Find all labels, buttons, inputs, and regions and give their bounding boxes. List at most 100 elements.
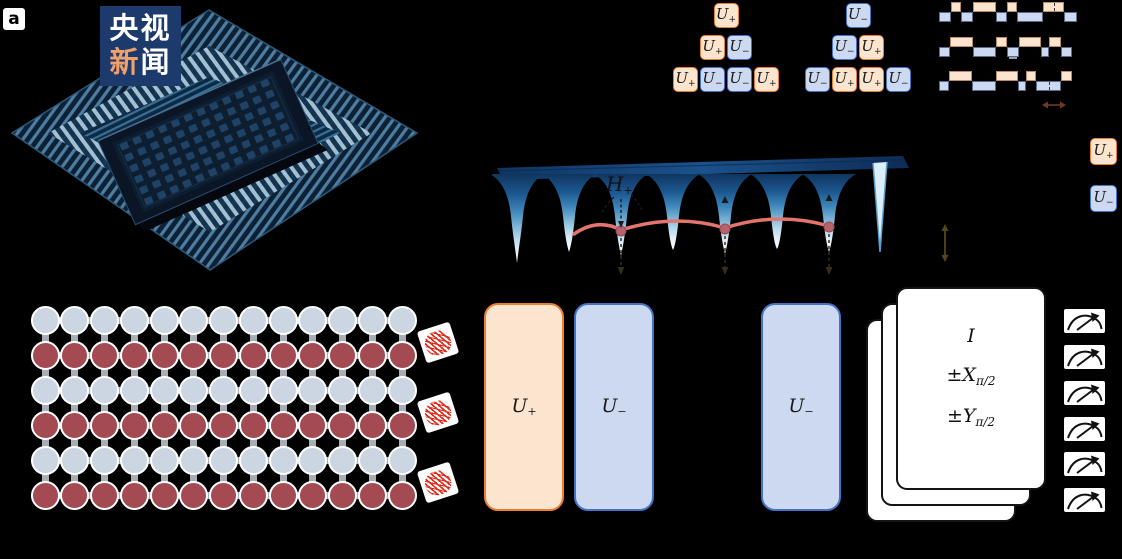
lattice-link-column: [190, 320, 198, 495]
pulse-segment-plus: [951, 2, 961, 12]
pulse-segment-minus: [1036, 81, 1061, 91]
pulse-segment-plus: [1061, 71, 1072, 81]
qubit-gray: [268, 375, 298, 405]
gate-block-u-minus: U−: [761, 303, 841, 511]
qubit-gray: [149, 375, 179, 405]
u-gate-symbol: U−: [847, 4, 869, 25]
lattice-link-column: [279, 320, 287, 495]
u-gate-symbol: U−: [729, 68, 750, 89]
u-gate-symbol: U−: [729, 36, 750, 57]
qubit-gray: [30, 375, 60, 405]
u-gate-symbol: U−: [888, 68, 909, 89]
qubit-red: [119, 480, 149, 510]
pulse-row: [939, 71, 1072, 91]
pulse-segment-plus: [1026, 71, 1036, 81]
qubit-red: [149, 340, 179, 370]
pulse-segment-plus: [1049, 37, 1061, 47]
legend-u-plus: U+: [1090, 138, 1117, 165]
pulse-segment-plus: [996, 71, 1018, 81]
legend-u-minus: U−: [1090, 185, 1117, 212]
lattice-link-column: [101, 320, 108, 495]
gate-box-u-plus: U+: [673, 67, 698, 92]
amplitude-double-arrow-icon: [941, 224, 949, 262]
microwave-pulse-icon: [416, 321, 460, 364]
gate-box-u-minus: U−: [727, 67, 752, 92]
logo-line1: 央视: [109, 13, 172, 45]
qubit-gray: [298, 445, 328, 475]
qubit-red: [209, 410, 238, 440]
qubit-gray: [268, 305, 298, 335]
pulse-segment-minus: [939, 12, 951, 22]
qubit-gray: [209, 375, 238, 405]
lattice-link-column: [220, 320, 227, 495]
qubit-gray: [357, 375, 387, 405]
qubit-red: [387, 480, 417, 510]
gate-box-u-minus: U−: [805, 67, 830, 92]
microwave-pulse-icon: [416, 461, 460, 504]
measurement-gauge-icon: [1064, 345, 1105, 369]
qubit-gray: [30, 445, 60, 475]
qubit-gray: [90, 305, 119, 335]
qubit-red: [298, 340, 328, 370]
lattice-link-column: [130, 320, 138, 495]
qubit-gray: [209, 305, 238, 335]
pulse-segment-plus: [950, 37, 973, 47]
lattice-link-column: [249, 320, 257, 495]
pulse-sequence-diagram: [937, 0, 1107, 100]
tree-row: U−: [845, 3, 871, 28]
qubit-gray: [60, 375, 90, 405]
dashed-divider: [1053, 3, 1055, 11]
gate-box-u-minus: U−: [832, 35, 857, 60]
qubit-red: [30, 410, 60, 440]
u-gate-symbol: U−: [788, 395, 814, 418]
qubit-gray: [298, 375, 328, 405]
qubit-gray: [179, 445, 209, 475]
optical-lattice-potential: [492, 156, 909, 275]
gate-block-u-minus: U−: [574, 303, 654, 511]
qubit-gray: [119, 375, 149, 405]
measurement-gauge-icon: [1064, 417, 1105, 441]
gate-box-u-minus: U−: [886, 67, 911, 92]
qubit-red: [238, 480, 268, 510]
pulse-segment-minus: [973, 47, 996, 57]
qubit-red: [209, 480, 238, 510]
qubit-gray: [209, 445, 238, 475]
pulse-segment-minus: [1041, 47, 1049, 57]
quantum-processor-illustration: [10, 9, 419, 271]
qubit-red: [60, 410, 90, 440]
tree-row: U+ U− U− U+: [673, 67, 779, 92]
gate-box-u-plus: U+: [713, 3, 739, 28]
pulse-segment-minus: [1017, 12, 1043, 22]
u-gate-symbol: U−: [601, 395, 627, 418]
u-gate-symbol: U+: [1093, 140, 1114, 161]
qubit-red: [328, 410, 357, 440]
qubit-gray: [90, 445, 119, 475]
qubit-gray: [387, 305, 417, 335]
pulse-segment-plus: [1019, 37, 1041, 47]
qubit-gray: [90, 375, 119, 405]
u-gate-symbol: U−: [1093, 187, 1114, 208]
microwave-pulse-icon: [416, 391, 460, 434]
u-gate-symbol: U+: [511, 395, 537, 418]
qubit-red: [30, 480, 60, 510]
lattice-link-column: [160, 320, 168, 495]
qubit-gray: [328, 445, 357, 475]
tree-row: U+ U−: [700, 35, 752, 60]
pulse-segment-minus: [961, 12, 973, 22]
pulse-scribble: [421, 397, 455, 428]
tomography-operator: I: [967, 325, 975, 347]
pulse-segment-minus: [996, 12, 1007, 22]
qubit-red: [298, 410, 328, 440]
measurement-gauge-icon: [1064, 452, 1105, 476]
qubit-gray: [238, 305, 268, 335]
qubit-red: [209, 340, 238, 370]
qubit-lattice: [30, 303, 465, 515]
qubit-gray: [60, 305, 90, 335]
tree-row: U− U+ U+ U−: [805, 67, 911, 92]
qubit-red: [119, 410, 149, 440]
lattice-link-column: [368, 320, 376, 495]
qubit-red: [179, 480, 209, 510]
u-gate-symbol: U+: [702, 36, 723, 57]
pulse-segment-plus: [996, 37, 1007, 47]
